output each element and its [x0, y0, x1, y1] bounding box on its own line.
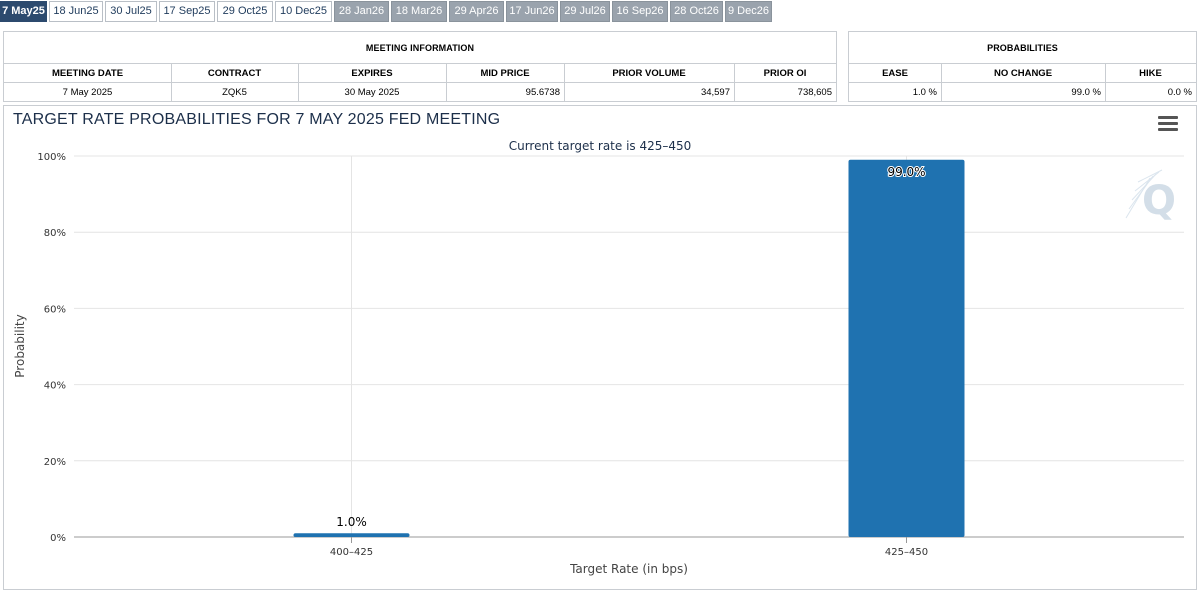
column-divider: [446, 64, 447, 102]
tab-meeting-29-jul26[interactable]: 29 Jul26: [560, 1, 610, 22]
tab-meeting-30-jul25[interactable]: 30 Jul25: [105, 1, 157, 22]
tab-meeting-29-oct25[interactable]: 29 Oct25: [217, 1, 273, 22]
x-tick-label: 425–450: [885, 547, 928, 558]
y-tick-label: 0%: [50, 533, 66, 544]
bar-425–450: [848, 159, 965, 537]
header-no-change: NO CHANGE: [941, 64, 1105, 83]
tab-meeting-18-jun25[interactable]: 18 Jun25: [49, 1, 103, 22]
probabilities-title: PROBABILITIES: [849, 32, 1196, 64]
tab-meeting-17-jun26[interactable]: 17 Jun26: [506, 1, 558, 22]
y-tick-label: 80%: [44, 228, 66, 239]
probabilities-table: PROBABILITIES EASE NO CHANGE HIKE 1.0 % …: [848, 31, 1197, 102]
watermark-logo: Q: [1142, 178, 1176, 224]
column-divider: [564, 64, 565, 102]
column-divider: [734, 64, 735, 102]
bar-400–425: [293, 533, 410, 537]
value-hike: 0.0 %: [1167, 87, 1192, 98]
column-divider: [941, 64, 942, 102]
bar-data-label: 1.0%: [336, 515, 367, 529]
meeting-information-title: MEETING INFORMATION: [4, 32, 836, 64]
value-mid-price: 95.6738: [525, 87, 560, 98]
target-rate-chart-panel: 0% 20% 40% 60% 80% 100% 1.0% 400–425 99.0% 425–45…: [3, 105, 1197, 590]
value-prior-volume: 34,597: [700, 87, 730, 98]
watermark-stroke: [1131, 173, 1157, 201]
target-rate-chart: 0% 20% 40% 60% 80% 100% 1.0% 400–425 99.0% 425–45…: [13, 139, 1184, 576]
y-tick-label: 60%: [44, 304, 66, 315]
value-ease: 1.0 %: [912, 87, 937, 98]
meeting-information-table: MEETING INFORMATION MEETING DATE CONTRAC…: [3, 31, 837, 102]
y-tick-label: 40%: [44, 381, 66, 392]
y-tick-label: 20%: [44, 457, 66, 468]
column-divider: [1105, 64, 1106, 102]
value-prior-oi: 738,605: [797, 87, 832, 98]
hamburger-menu-icon[interactable]: [1158, 116, 1178, 132]
tab-meeting-10-dec25[interactable]: 10 Dec25: [275, 1, 332, 22]
value-contract: ZQK5: [222, 87, 247, 98]
watermark-stroke: [1137, 169, 1163, 183]
x-axis-title: Target Rate (in bps): [569, 562, 688, 576]
y-tick-label: 100%: [37, 152, 66, 163]
x-tick-label: 400–425: [330, 547, 373, 558]
watermark-stroke: [1134, 171, 1160, 192]
tab-meeting-28-jan26[interactable]: 28 Jan26: [334, 1, 389, 22]
chart-title: TARGET RATE PROBABILITIES FOR 7 MAY 2025…: [13, 111, 501, 128]
tab-meeting-7-may25[interactable]: 7 May25: [0, 1, 47, 22]
chart-subtitle: Current target rate is 425–450: [509, 139, 692, 153]
y-axis-title: Probability: [13, 314, 27, 377]
tab-meeting-29-apr26[interactable]: 29 Apr26: [449, 1, 504, 22]
header-expires: EXPIRES: [298, 64, 446, 83]
tab-meeting-18-mar26[interactable]: 18 Mar26: [391, 1, 447, 22]
tab-meeting-17-sep25[interactable]: 17 Sep25: [159, 1, 215, 22]
value-meeting-date: 7 May 2025: [62, 87, 113, 98]
bar-data-label: 99.0%: [887, 165, 925, 179]
header-meeting-date: MEETING DATE: [4, 64, 171, 83]
tab-meeting-9-dec26[interactable]: 9 Dec26: [725, 1, 772, 22]
tab-meeting-28-oct26[interactable]: 28 Oct26: [670, 1, 723, 22]
value-expires: 30 May 2025: [344, 87, 400, 98]
header-mid-price: MID PRICE: [446, 64, 564, 83]
tab-meeting-16-sep26[interactable]: 16 Sep26: [612, 1, 668, 22]
value-no-change: 99.0 %: [1071, 87, 1101, 98]
header-hike: HIKE: [1105, 64, 1196, 83]
header-ease: EASE: [849, 64, 941, 83]
header-prior-oi: PRIOR OI: [734, 64, 836, 83]
header-prior-volume: PRIOR VOLUME: [564, 64, 734, 83]
column-divider: [298, 64, 299, 102]
meeting-tab-bar: 7 May25 18 Jun25 30 Jul25 17 Sep25 29 Oct25 1…: [0, 0, 1200, 24]
header-contract: CONTRACT: [171, 64, 298, 83]
column-divider: [171, 64, 172, 102]
